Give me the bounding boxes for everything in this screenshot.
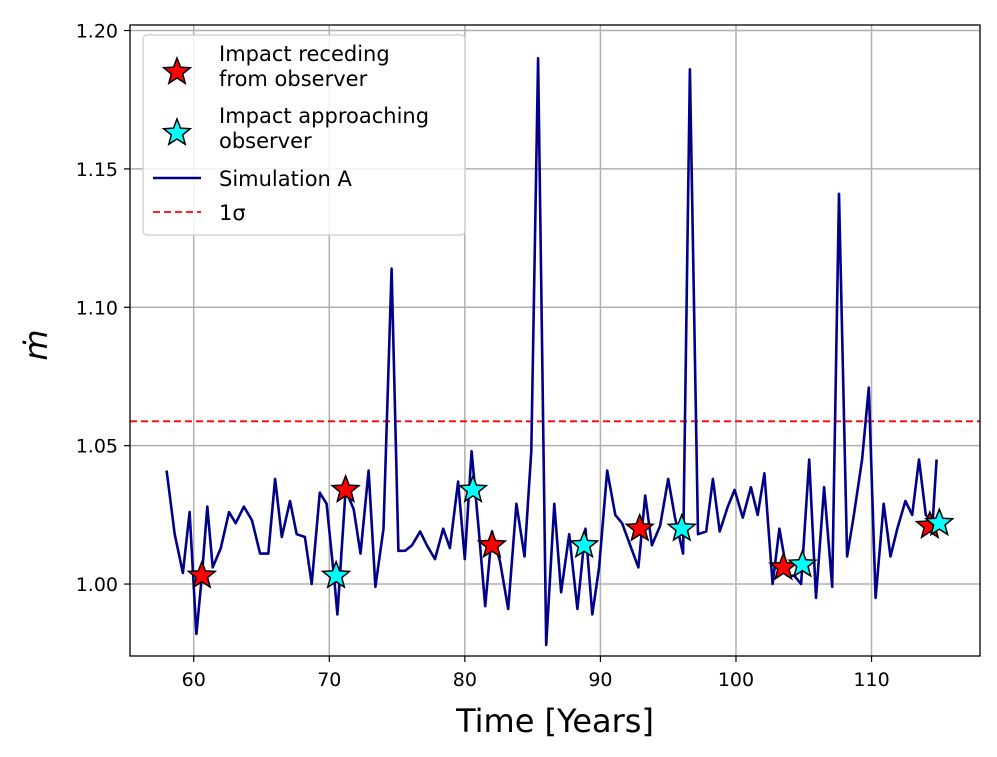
ticks: 60 70 80 90 100 110 1.00 1.05 1.10 1.15 1.20: [76, 21, 890, 691]
axes-frame: [129, 24, 981, 657]
approaching-impact-marker: [787, 548, 818, 578]
approaching-impact-marker: [924, 507, 955, 537]
approaching-impact-marker: [666, 512, 698, 542]
receding-impact-marker: [330, 473, 361, 504]
legend-simulation-label: Simulation A: [219, 167, 353, 191]
approaching-impact-marker: [320, 559, 352, 589]
x-tick-label: 80: [453, 669, 477, 691]
x-tick-label: 70: [317, 669, 341, 691]
y-tick-label: 1.10: [76, 297, 118, 319]
legend-receding-label: Impact receding: [219, 42, 390, 66]
plot-area: [130, 56, 980, 647]
x-tick-label: 90: [588, 669, 612, 691]
x-tick-label: 110: [853, 669, 889, 691]
legend-approaching-label: observer: [219, 129, 312, 153]
approaching-impact-marker: [568, 529, 600, 559]
x-tick-label: 60: [182, 669, 206, 691]
y-tick-label: 1.00: [76, 574, 118, 596]
y-tick-label: 1.20: [76, 21, 118, 43]
x-axis-label: Time [Years]: [455, 702, 654, 740]
y-tick-label: 1.05: [76, 436, 118, 458]
legend-receding-label: from observer: [219, 67, 368, 91]
x-tick-label: 100: [718, 669, 754, 691]
receding-impact-marker: [476, 529, 508, 559]
y-tick-label: 1.15: [76, 159, 118, 181]
y-axis-label: ṁ: [17, 329, 55, 360]
series-line-simulation-a: [165, 56, 938, 647]
receding-impact-marker: [624, 512, 655, 542]
receding-impact-marker: [186, 559, 218, 589]
legend-sigma-label: 1σ: [219, 201, 246, 225]
legend-receding-marker: [161, 55, 193, 85]
legend-approaching-marker: [161, 116, 193, 146]
approaching-impact-marker: [457, 473, 489, 504]
legend-box: [142, 34, 466, 236]
legend-approaching-label: Impact approaching: [219, 104, 429, 128]
